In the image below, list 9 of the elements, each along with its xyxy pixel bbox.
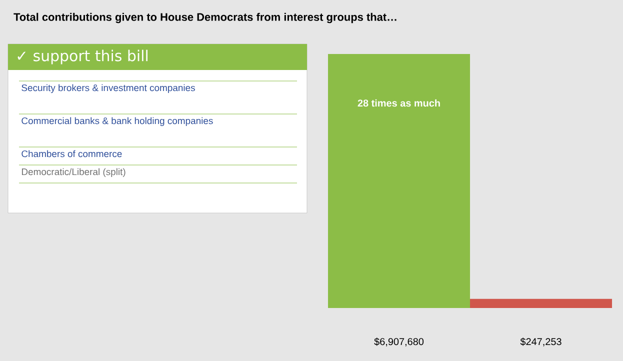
text: Democratic/Liberal (split)	[22, 168, 126, 178]
annotation: 28 times as much	[358, 99, 440, 107]
text: Security brokers & investment companies	[22, 84, 195, 94]
text: Chambers of commerce	[22, 150, 122, 158]
data-label: $6,907,680	[374, 338, 424, 346]
data-label: $247,253	[520, 338, 562, 346]
text: Total contributions given to House Democrats from interest groups that…	[14, 12, 396, 24]
legend-title: ✓ support this bill	[18, 50, 148, 64]
text: Commercial banks & bank holding companies	[22, 117, 213, 126]
